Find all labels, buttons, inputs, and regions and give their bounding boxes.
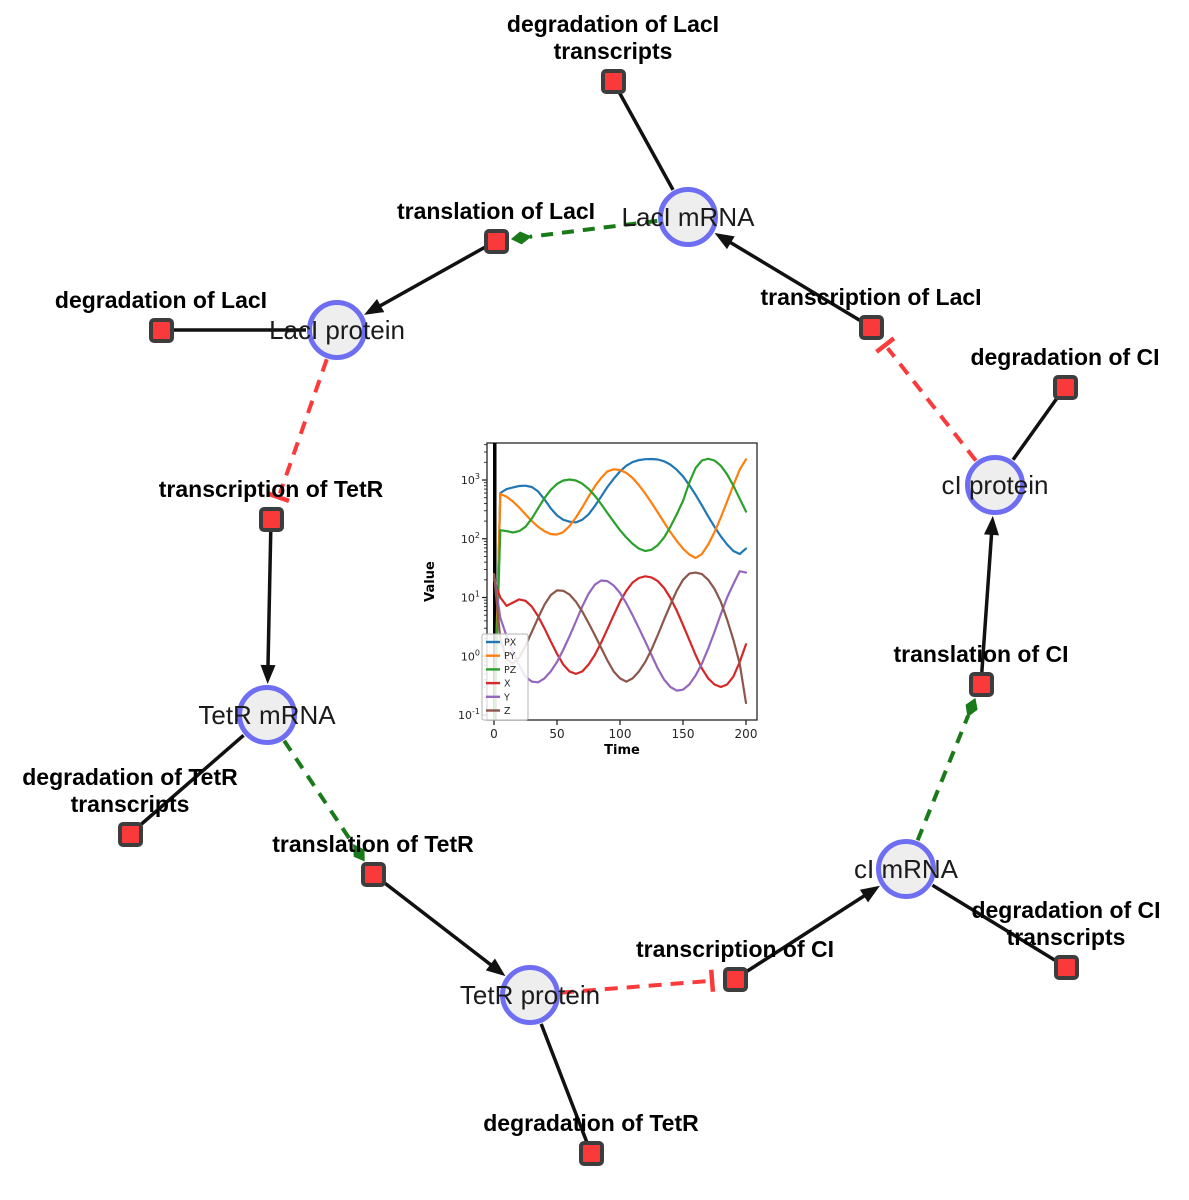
reaction-label-deg_laci: degradation of LacI [54, 287, 268, 313]
species-label-ci_protein: cI protein [941, 470, 1049, 500]
species-label-tetr_protein: TetR protein [459, 980, 601, 1010]
y-tick-label: 10-1 [458, 707, 480, 722]
chart-legend: PX PY PZ XYZ [481, 633, 529, 721]
reaction-label-deg_ci: degradation of CI [970, 344, 1160, 370]
reaction-node-translation_ci[interactable] [968, 671, 994, 697]
y-tick-label: 101 [461, 590, 480, 605]
x-tick-label: 150 [672, 727, 695, 741]
reaction-node-translation_laci[interactable] [483, 228, 509, 254]
legend-label-PY: PY [504, 651, 516, 662]
edge-ci_protein-transcription_laci [875, 336, 978, 462]
species-node-ci_mrna[interactable] [876, 839, 936, 899]
chart-plot-area [492, 443, 748, 720]
arrowhead [485, 958, 506, 977]
edge-laci_protein-transcription_tetr [267, 358, 329, 504]
x-tick-label: 50 [549, 727, 564, 741]
x-tick-label: 200 [735, 727, 758, 741]
series-PX [493, 457, 748, 720]
species-label-ci_mrna: cI mRNA [854, 854, 958, 884]
legend-label-X: X [504, 679, 511, 690]
legend-label-PZ: PZ [504, 665, 517, 676]
series-Z [492, 571, 748, 705]
edge-laci_mrna-deg_laci_tx [617, 90, 675, 191]
y-tick-label: 100 [461, 648, 480, 663]
y-axis-label: Value [423, 561, 438, 602]
reaction-label-transcription_ci: transcription of CI [635, 936, 835, 962]
x-axis-label: Time [604, 743, 640, 758]
edge-tetr_protein-deg_tetr [539, 1023, 589, 1143]
arrowhead [984, 515, 999, 536]
species-label-laci_mrna: LacI mRNA [621, 202, 755, 232]
species-node-laci_mrna[interactable] [658, 187, 718, 247]
species-node-ci_protein[interactable] [965, 455, 1025, 515]
series-X [492, 575, 748, 689]
edge-translation_ci-ci_protein [980, 515, 999, 673]
reaction-label-deg_tetr: degradation of TetR [483, 1110, 699, 1136]
edge-tetr_protein-transcription_ci [560, 969, 716, 995]
reaction-node-transcription_tetr[interactable] [258, 506, 284, 532]
reaction-node-deg_tetr[interactable] [578, 1140, 604, 1166]
species-node-tetr_mrna[interactable] [237, 685, 297, 745]
y-tick-label: 102 [461, 531, 480, 546]
legend-label-Y: Y [503, 692, 510, 703]
reaction-node-transcription_laci[interactable] [858, 314, 884, 340]
reaction-label-deg_laci_tx: degradation of LacI transcripts [506, 11, 720, 64]
reaction-node-deg_laci_tx[interactable] [600, 68, 626, 94]
edge-ci_mrna-deg_ci_tx [931, 883, 1057, 963]
edge-ci_mrna-translation_ci [915, 697, 978, 842]
species-label-tetr_mrna: TetR mRNA [198, 700, 336, 730]
reaction-node-deg_laci[interactable] [148, 317, 174, 343]
reaction-label-translation_ci: translation of CI [893, 641, 1069, 667]
reaction-label-transcription_laci: transcription of LacI [760, 284, 982, 310]
edge-transcription_ci-ci_mrna [744, 885, 880, 974]
inhibition-tee [267, 491, 290, 504]
reaction-node-transcription_ci[interactable] [722, 966, 748, 992]
reaction-label-translation_laci: translation of LacI [396, 198, 596, 224]
series-PZ [493, 457, 748, 720]
edge-transcription_laci-laci_mrna [714, 232, 862, 323]
edge-laci_mrna-translation_laci [510, 218, 658, 245]
species-label-laci_protein: LacI protein [269, 315, 405, 345]
series-Y [492, 570, 748, 692]
arrowhead [364, 299, 385, 315]
edge-tetr_mrna-deg_tetr_tx [137, 734, 245, 828]
edge-transcription_tetr-tetr_mrna [260, 530, 276, 685]
arrowhead [714, 232, 735, 250]
inhibition-tee [875, 336, 896, 354]
species-node-laci_protein[interactable] [307, 300, 367, 360]
modifier-arrowhead [965, 697, 978, 718]
x-tick-label: 100 [609, 727, 632, 741]
arrowhead [859, 885, 880, 903]
edge-tetr_mrna-translation_tetr [282, 739, 365, 862]
legend-label-Z: Z [504, 706, 511, 717]
reaction-label-translation_tetr: translation of TetR [272, 831, 474, 857]
reaction-node-deg_ci[interactable] [1052, 374, 1078, 400]
modifier-arrowhead [510, 231, 532, 245]
reaction-label-transcription_tetr: transcription of TetR [158, 476, 384, 502]
reaction-node-deg_ci_tx[interactable] [1053, 954, 1079, 980]
reaction-label-deg_tetr_tx: degradation of TetR transcripts [22, 764, 238, 817]
series-PY [493, 458, 748, 720]
reaction-node-translation_tetr[interactable] [360, 861, 386, 887]
edge-translation_tetr-tetr_protein [381, 879, 506, 977]
reaction-label-deg_ci_tx: degradation of CI transcripts [971, 897, 1161, 950]
reaction-node-deg_tetr_tx[interactable] [117, 821, 143, 847]
inhibition-tee [708, 969, 716, 992]
legend-label-PX: PX [504, 638, 517, 649]
x-tick-label: 0 [490, 727, 498, 741]
edge-translation_laci-laci_protein [364, 245, 487, 315]
chart-axes-frame [486, 442, 758, 721]
modifier-arrowhead [353, 844, 365, 862]
y-tick-label: 103 [461, 472, 480, 487]
species-node-tetr_protein[interactable] [500, 965, 560, 1025]
edge-ci_protein-deg_ci [1011, 395, 1060, 461]
arrowhead [260, 664, 276, 685]
